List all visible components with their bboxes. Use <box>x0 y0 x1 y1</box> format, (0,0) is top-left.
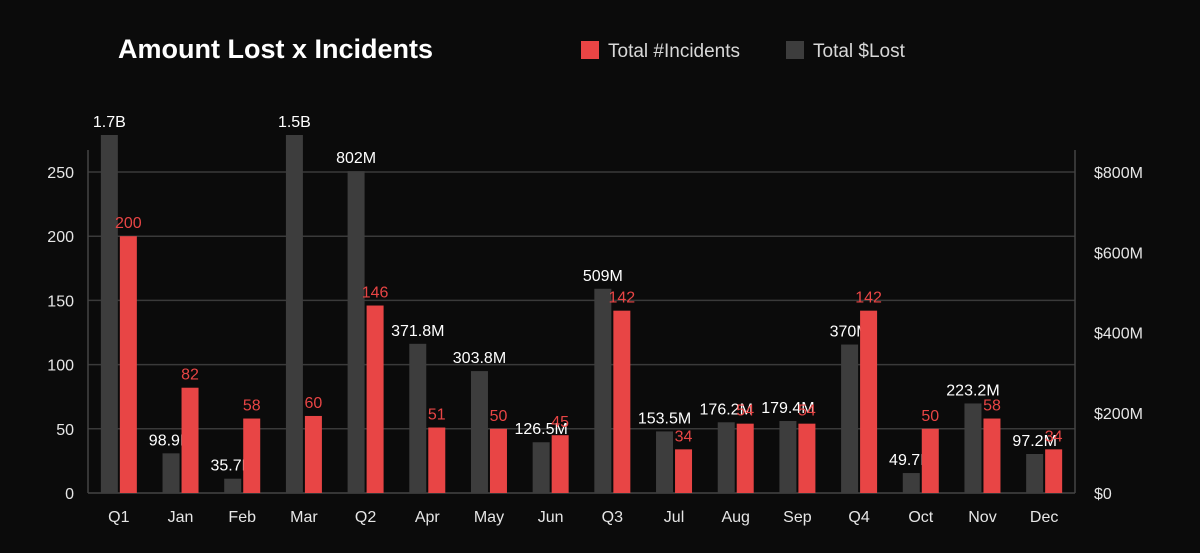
x-axis-tick-label: Jan <box>168 509 194 526</box>
data-label-lost: 126.5M <box>514 421 567 438</box>
bar-incidents <box>613 310 631 493</box>
legend: Total #Incidents Total $Lost <box>581 41 906 62</box>
bar-incidents <box>983 418 1001 493</box>
x-axis-tick-label: Q2 <box>355 509 376 526</box>
x-axis-tick-label: Q1 <box>108 509 129 526</box>
bar-incidents <box>304 415 322 493</box>
left-axis-tick-label: 150 <box>47 293 74 310</box>
bar-incidents <box>119 236 137 493</box>
right-axis-tick-label: $800M <box>1094 165 1143 182</box>
data-label-incidents: 58 <box>983 398 1001 415</box>
bar-lost <box>285 135 303 493</box>
data-label-incidents: 34 <box>1045 428 1063 445</box>
bar-incidents <box>675 449 693 493</box>
left-axis-tick-label: 0 <box>65 486 74 503</box>
data-label-incidents: 50 <box>921 408 939 425</box>
x-axis-tick-label: Jul <box>664 509 684 526</box>
right-axis-tick-label: $600M <box>1094 245 1143 262</box>
x-axis-tick-label: May <box>474 509 504 526</box>
bar-lost <box>224 478 242 493</box>
data-label-incidents: 142 <box>855 290 882 307</box>
left-axis-tick-label: 100 <box>47 358 74 375</box>
x-axis-tick-label: Q4 <box>848 509 869 526</box>
bar-lost <box>594 288 612 493</box>
data-label-lost: 176.2M <box>700 401 753 418</box>
x-axis-tick-label: Q3 <box>602 509 623 526</box>
bar-incidents <box>860 310 878 493</box>
x-axis-tick-label: Apr <box>415 509 441 526</box>
bar-incidents <box>1045 449 1063 493</box>
data-label-incidents: 54 <box>798 403 816 420</box>
right-axis-tick-label: $400M <box>1094 326 1143 343</box>
data-label-incidents: 200 <box>115 215 142 232</box>
bar-lost <box>162 453 180 493</box>
bar-lost <box>100 135 118 493</box>
data-label-lost: 97.2M <box>1012 433 1056 450</box>
bar-lost <box>532 442 550 493</box>
legend-label-lost: Total $Lost <box>813 41 906 62</box>
data-label-lost: 802M <box>336 150 376 167</box>
data-label-incidents: 51 <box>428 407 446 424</box>
bar-lost <box>779 421 797 493</box>
data-label-lost: 370M <box>830 324 870 341</box>
legend-swatch-lost <box>786 41 804 59</box>
left-axis-tick-label: 250 <box>47 165 74 182</box>
left-axis-tick-label: 200 <box>47 229 74 246</box>
bar-incidents <box>243 418 261 493</box>
data-label-incidents: 60 <box>305 395 323 412</box>
bar-incidents <box>366 305 384 493</box>
right-axis-tick-label: $0 <box>1094 486 1112 503</box>
x-axis-tick-label: Jun <box>538 509 564 526</box>
bar-lost <box>841 344 859 493</box>
data-label-lost: 371.8M <box>391 323 444 340</box>
legend-swatch-incidents <box>581 41 599 59</box>
data-label-incidents: 34 <box>675 428 693 445</box>
bar-lost <box>409 343 427 493</box>
bar-incidents <box>181 387 199 493</box>
bar-lost <box>656 431 674 493</box>
bar-lost <box>964 403 982 493</box>
data-label-incidents: 142 <box>608 290 635 307</box>
bar-incidents <box>736 423 754 493</box>
data-label-lost: 1.5B <box>278 114 311 131</box>
data-label-lost: 153.5M <box>638 410 691 427</box>
legend-label-incidents: Total #Incidents <box>608 41 740 62</box>
data-label-lost: 223.2M <box>946 382 999 399</box>
bar-lost <box>470 371 488 493</box>
data-label-incidents: 82 <box>181 367 199 384</box>
bar-lost <box>1026 453 1044 493</box>
x-axis-tick-label: Oct <box>908 509 933 526</box>
data-label-incidents: 146 <box>362 285 389 302</box>
bar-incidents <box>428 427 446 493</box>
bar-lost <box>717 422 735 493</box>
data-label-lost: 1.7B <box>93 114 126 131</box>
bar-incidents <box>798 423 816 493</box>
left-axis-tick-label: 50 <box>56 422 74 439</box>
x-axis-tick-label: Mar <box>290 509 318 526</box>
bar-lost <box>902 473 920 493</box>
chart-title: Amount Lost x Incidents <box>118 34 433 64</box>
data-label-incidents: 58 <box>243 398 261 415</box>
data-label-lost: 303.8M <box>453 350 506 367</box>
x-axis-tick-label: Nov <box>968 509 996 526</box>
x-axis-tick-label: Aug <box>721 509 749 526</box>
data-label-lost: 509M <box>583 268 623 285</box>
bar-lost <box>347 171 365 493</box>
bar-incidents <box>921 428 939 493</box>
x-axis-tick-label: Feb <box>228 509 256 526</box>
data-label-lost: 179.4M <box>761 400 814 417</box>
bar-incidents <box>489 428 507 493</box>
data-label-incidents: 45 <box>551 414 569 431</box>
bar-incidents <box>551 435 569 493</box>
data-label-incidents: 50 <box>490 408 508 425</box>
x-axis-tick-label: Dec <box>1030 509 1058 526</box>
x-axis-tick-label: Sep <box>783 509 812 526</box>
plot-area: 0 50 100 150 200 250 $0 $200M $400M $600M $800M 1.7… <box>47 114 1143 526</box>
data-label-incidents: 54 <box>736 403 754 420</box>
right-axis-tick-label: $200M <box>1094 406 1143 423</box>
